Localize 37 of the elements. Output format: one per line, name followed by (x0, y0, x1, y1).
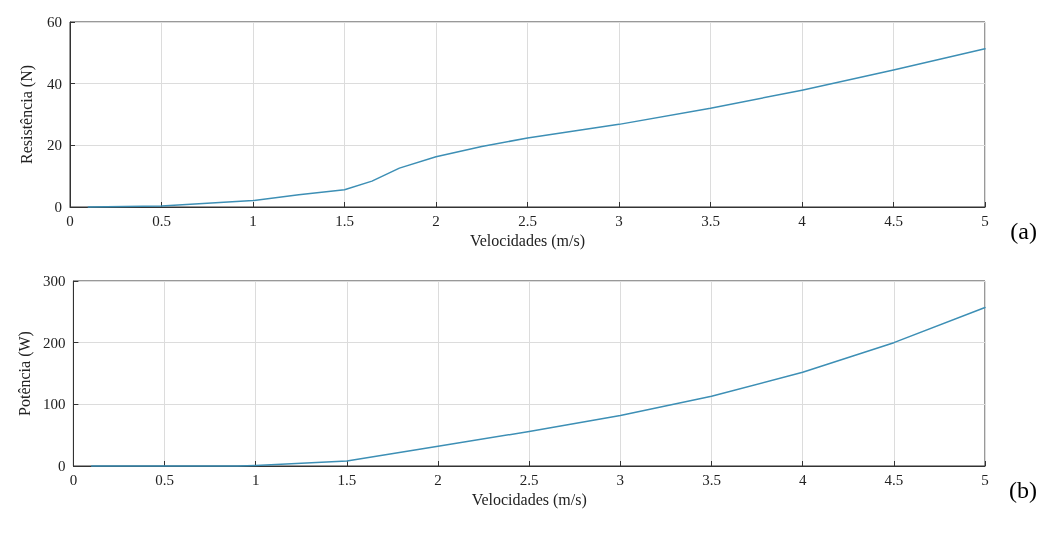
x-tick-label: 2.5 (518, 212, 537, 229)
x-tick-label: 1.5 (335, 212, 354, 229)
x-tick-label: 4.5 (884, 212, 903, 229)
y-tick-label: 100 (42, 396, 66, 413)
x-tick-label: 4 (798, 212, 807, 229)
y-tick-label: 20 (47, 137, 62, 154)
line-series (90, 306, 986, 467)
x-tick-label: 5 (981, 471, 989, 488)
y-tick-label: 300 (42, 273, 66, 289)
y-tick-label: 0 (57, 458, 66, 474)
x-tick-label: 4.5 (884, 471, 904, 488)
x-tick-label: 0 (69, 471, 78, 488)
x-tick-label: 1.5 (337, 471, 357, 488)
x-tick-label: 1 (249, 212, 257, 229)
x-tick-label: 3.5 (702, 471, 721, 488)
text: (a) (1010, 218, 1037, 244)
x-tick-label: 2 (434, 471, 442, 488)
x-tick-label: 0.5 (152, 212, 171, 229)
x-tick-label: 4 (798, 471, 807, 488)
x-tick-label: 3 (616, 471, 625, 488)
x-tick-label: 3 (615, 212, 623, 229)
x-tick-label: 5 (981, 212, 989, 229)
x-tick-label: 2 (432, 212, 440, 229)
y-axis-title: Potência (W) (15, 331, 34, 416)
x-axis-title: Velocidades (m/s) (471, 491, 587, 510)
y-tick-label: 40 (47, 75, 62, 92)
y-tick-label: 60 (47, 14, 62, 30)
x-tick-label: 1 (251, 471, 260, 488)
x-tick-label: 0.5 (155, 471, 174, 488)
y-tick-label: 0 (54, 199, 62, 215)
x-tick-label: 3.5 (701, 212, 720, 229)
text: (b) (1009, 477, 1037, 503)
line-series (87, 48, 986, 208)
y-tick-label: 200 (42, 334, 66, 351)
x-axis-title: Velocidades (m/s) (469, 232, 586, 251)
x-tick-label: 2.5 (519, 471, 539, 488)
y-axis-title: Resistência (N) (17, 64, 36, 165)
